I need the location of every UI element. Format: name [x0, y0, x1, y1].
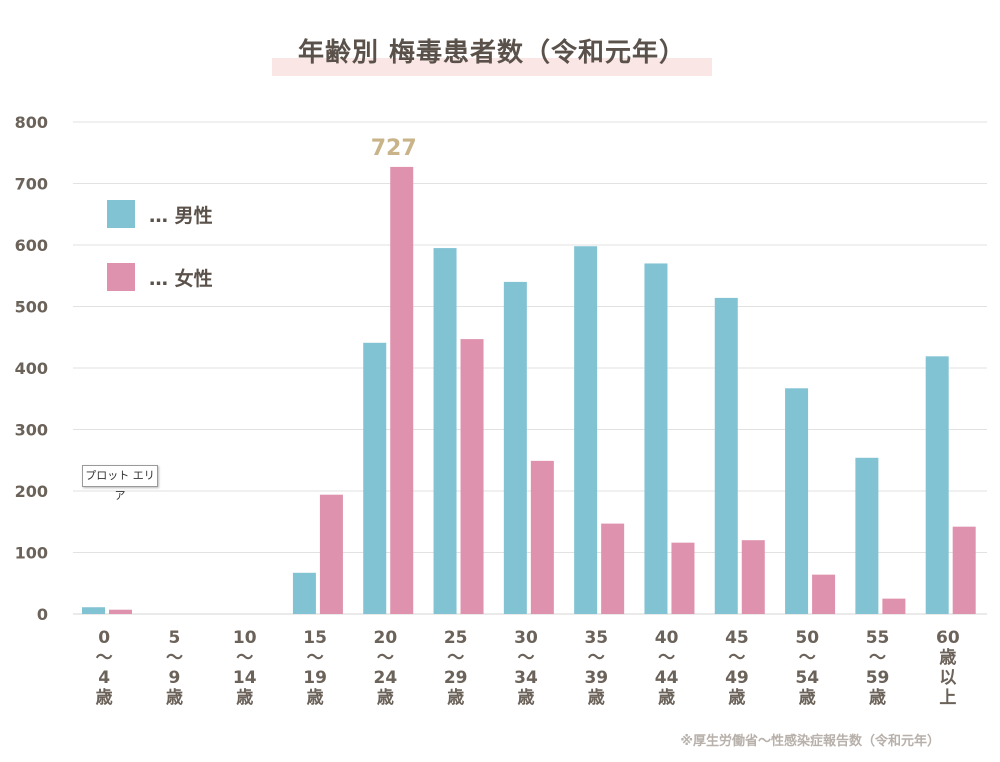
x-tick-label: 4 [98, 668, 110, 688]
x-tick-label: 5 [169, 628, 181, 648]
x-tick-label: 歳 [939, 647, 956, 668]
legend-swatch-male [107, 200, 135, 228]
x-tick-label: ～ [447, 648, 464, 668]
x-tick-label: ～ [377, 648, 394, 668]
y-tick-label: 0 [37, 605, 48, 624]
x-tick-label: 歳 [377, 687, 394, 708]
x-tick-label: ～ [728, 648, 745, 668]
bar-male [363, 342, 387, 614]
x-tick-label: 上 [939, 688, 956, 708]
bar-male [433, 248, 457, 614]
bar-male [925, 356, 949, 614]
bar-female [882, 598, 906, 614]
legend-swatch-female [107, 263, 135, 291]
bar-female [390, 166, 414, 614]
chart-title: 年齢別 梅毒患者数（令和元年） [297, 38, 687, 68]
title-highlight [272, 58, 712, 76]
bar-male [785, 388, 809, 614]
x-tick-label: 9 [169, 668, 181, 688]
x-tick-label: 以 [939, 668, 956, 688]
x-tick-label: 歳 [869, 687, 886, 708]
bar-male [855, 457, 879, 614]
x-tick-label: ～ [518, 648, 535, 668]
y-tick-label: 600 [15, 236, 48, 255]
bar-female [460, 339, 484, 614]
legend-item-female: … 女性 [107, 263, 213, 291]
x-tick-label: 歳 [166, 687, 183, 708]
x-tick-label: ～ [658, 648, 675, 668]
legend-label-male: … 男性 [149, 204, 213, 227]
x-tick-label: ～ [869, 648, 886, 668]
bar-male [292, 572, 316, 614]
x-tick-label: 50 [795, 628, 819, 648]
x-tick-label: 39 [584, 668, 608, 688]
x-tick-label: 24 [374, 668, 398, 688]
source-note: ※厚生労働省～性感染症報告数（令和元年） [680, 734, 940, 749]
bar-female [319, 494, 343, 614]
x-tick-label: 14 [233, 668, 257, 688]
y-tick-label: 200 [15, 482, 48, 501]
y-tick-label: 400 [15, 359, 48, 378]
x-tick-label: 歳 [588, 687, 605, 708]
legend-label-female: … 女性 [149, 267, 213, 290]
x-tick-label: 54 [795, 668, 819, 688]
x-tick-label: 歳 [518, 687, 535, 708]
x-tick-label: 10 [233, 628, 257, 648]
x-tick-label: 45 [725, 628, 749, 648]
x-tick-label: 25 [444, 628, 468, 648]
x-tick-label: 40 [655, 628, 679, 648]
y-tick-label: 100 [15, 544, 48, 563]
bar-female [671, 542, 695, 614]
data-label-peak: 727 [371, 136, 417, 161]
bar-female [952, 526, 976, 614]
x-tick-label: 歳 [658, 687, 675, 708]
x-tick-label: ～ [96, 648, 113, 668]
x-tick-label: 44 [655, 668, 679, 688]
x-tick-label: 30 [514, 628, 538, 648]
y-tick-label: 500 [15, 298, 48, 317]
x-tick-label: 19 [303, 668, 327, 688]
bar-male [503, 281, 527, 614]
x-tick-label: 59 [866, 668, 890, 688]
x-tick-label: 歳 [728, 687, 745, 708]
x-tick-label: 49 [725, 668, 749, 688]
x-tick-label: ～ [166, 648, 183, 668]
bar-female [601, 523, 625, 614]
x-tick-label: 歳 [96, 687, 113, 708]
y-tick-label: 300 [15, 421, 48, 440]
x-tick-label: ～ [799, 648, 816, 668]
bar-male [644, 263, 668, 614]
x-tick-label: 歳 [307, 687, 324, 708]
bar-male [714, 297, 738, 614]
x-tick-label: 歳 [799, 687, 816, 708]
x-tick-label: 20 [374, 628, 398, 648]
legend-item-male: … 男性 [107, 200, 213, 228]
x-tick-label: 29 [444, 668, 468, 688]
chart-title-container: 年齢別 梅毒患者数（令和元年） [272, 28, 712, 76]
bar-female [109, 609, 132, 614]
x-tick-label: ～ [236, 648, 253, 668]
bar-female [741, 540, 765, 614]
x-tick-label: 35 [584, 628, 608, 648]
bar-female [530, 460, 554, 614]
x-tick-label: 60 [936, 628, 960, 648]
y-tick-label: 700 [15, 175, 48, 194]
y-tick-label: 800 [15, 113, 48, 132]
bar-male [82, 607, 105, 614]
bar-female [812, 574, 836, 614]
bar-male [574, 246, 598, 615]
plot-area-tooltip: プロット エリア [82, 465, 158, 502]
x-tick-label: ～ [588, 648, 605, 668]
x-tick-label: 55 [866, 628, 890, 648]
x-tick-label: 15 [303, 628, 327, 648]
x-tick-label: 歳 [236, 687, 253, 708]
x-tick-label: 0 [98, 628, 110, 648]
x-tick-label: ～ [307, 648, 324, 668]
x-tick-label: 歳 [447, 687, 464, 708]
x-tick-label: 34 [514, 668, 538, 688]
